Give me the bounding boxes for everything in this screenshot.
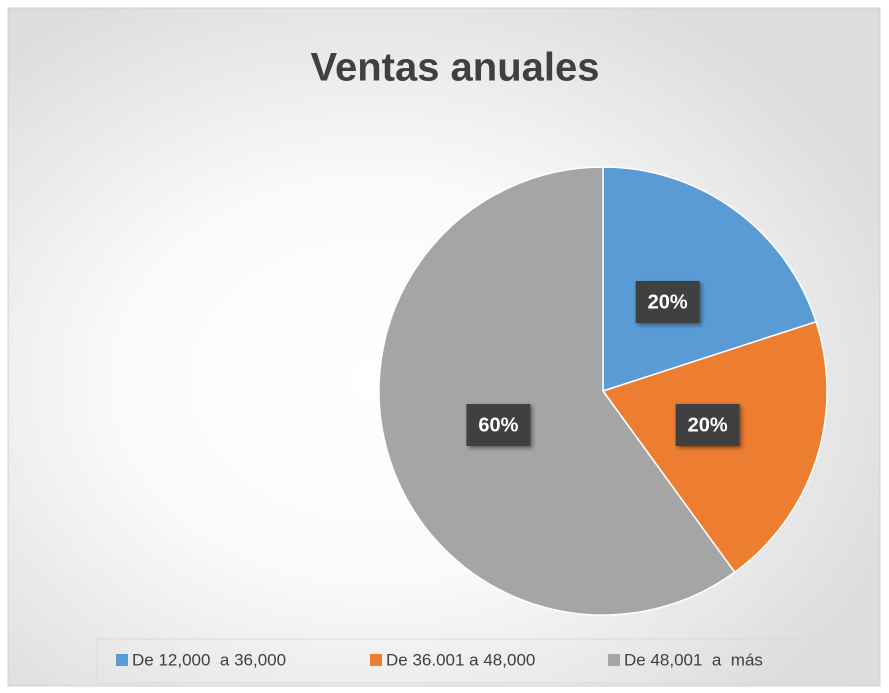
chart-title: Ventas anuales: [310, 46, 599, 90]
legend-marker: [608, 654, 620, 666]
legend-label: De 48,001 a más: [624, 650, 763, 669]
legend-box: [96, 638, 844, 684]
data-label-box: [675, 403, 740, 446]
pie-slice: [601, 320, 828, 574]
data-label: 20%: [648, 291, 688, 313]
data-label-box: [635, 281, 700, 324]
pie-slice: [602, 166, 817, 393]
pie-slice: [378, 166, 736, 616]
data-label-box: [466, 403, 531, 446]
data-label: 20%: [688, 414, 728, 436]
legend-label: De 36.001 a 48,000: [386, 650, 535, 669]
legend-label: De 12,000 a 36,000: [132, 650, 286, 669]
legend-marker: [370, 654, 382, 666]
legend-marker: [116, 654, 128, 666]
data-label: 60%: [478, 414, 518, 436]
